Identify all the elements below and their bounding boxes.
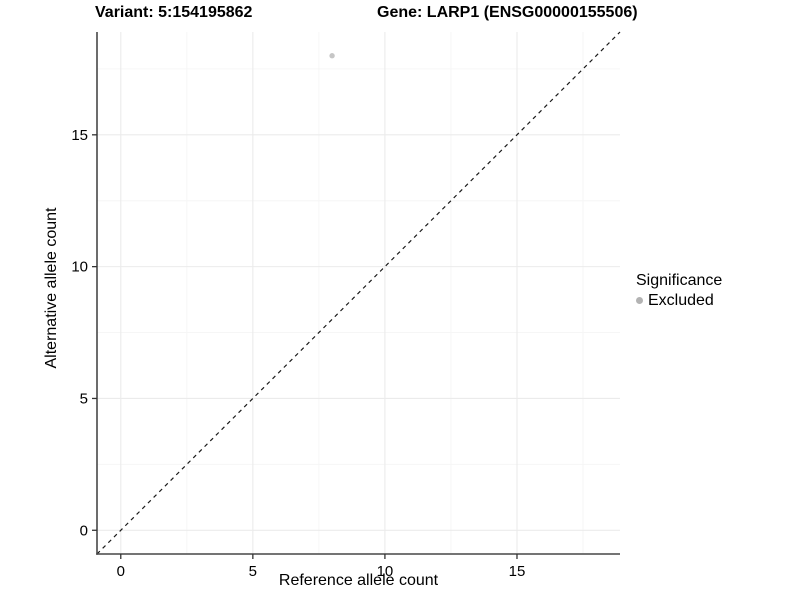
identity-line (96, 31, 621, 555)
x-tick-label: 15 (509, 563, 526, 580)
plot-title-variant: Variant: 5:154195862 (95, 4, 253, 21)
legend-item: Excluded (636, 291, 722, 310)
plot-title-gene: Gene: LARP1 (ENSG00000155506) (377, 4, 638, 21)
y-axis-title: Alternative allele count (43, 207, 60, 369)
legend-item-label: Excluded (648, 292, 714, 309)
y-tick-label: 10 (71, 259, 88, 276)
legend-key-dot-icon (636, 297, 643, 304)
legend: Significance Excluded (636, 271, 722, 310)
x-tick-label: 5 (249, 563, 257, 580)
y-tick-label: 5 (80, 390, 88, 407)
x-tick-label: 10 (377, 563, 394, 580)
x-axis-title: Reference allele count (278, 572, 439, 589)
y-tick-label: 0 (80, 522, 88, 539)
y-tick-label: 15 (71, 127, 88, 144)
data-point (329, 53, 335, 59)
x-tick-label: 0 (117, 563, 125, 580)
legend-title: Significance (636, 272, 723, 289)
